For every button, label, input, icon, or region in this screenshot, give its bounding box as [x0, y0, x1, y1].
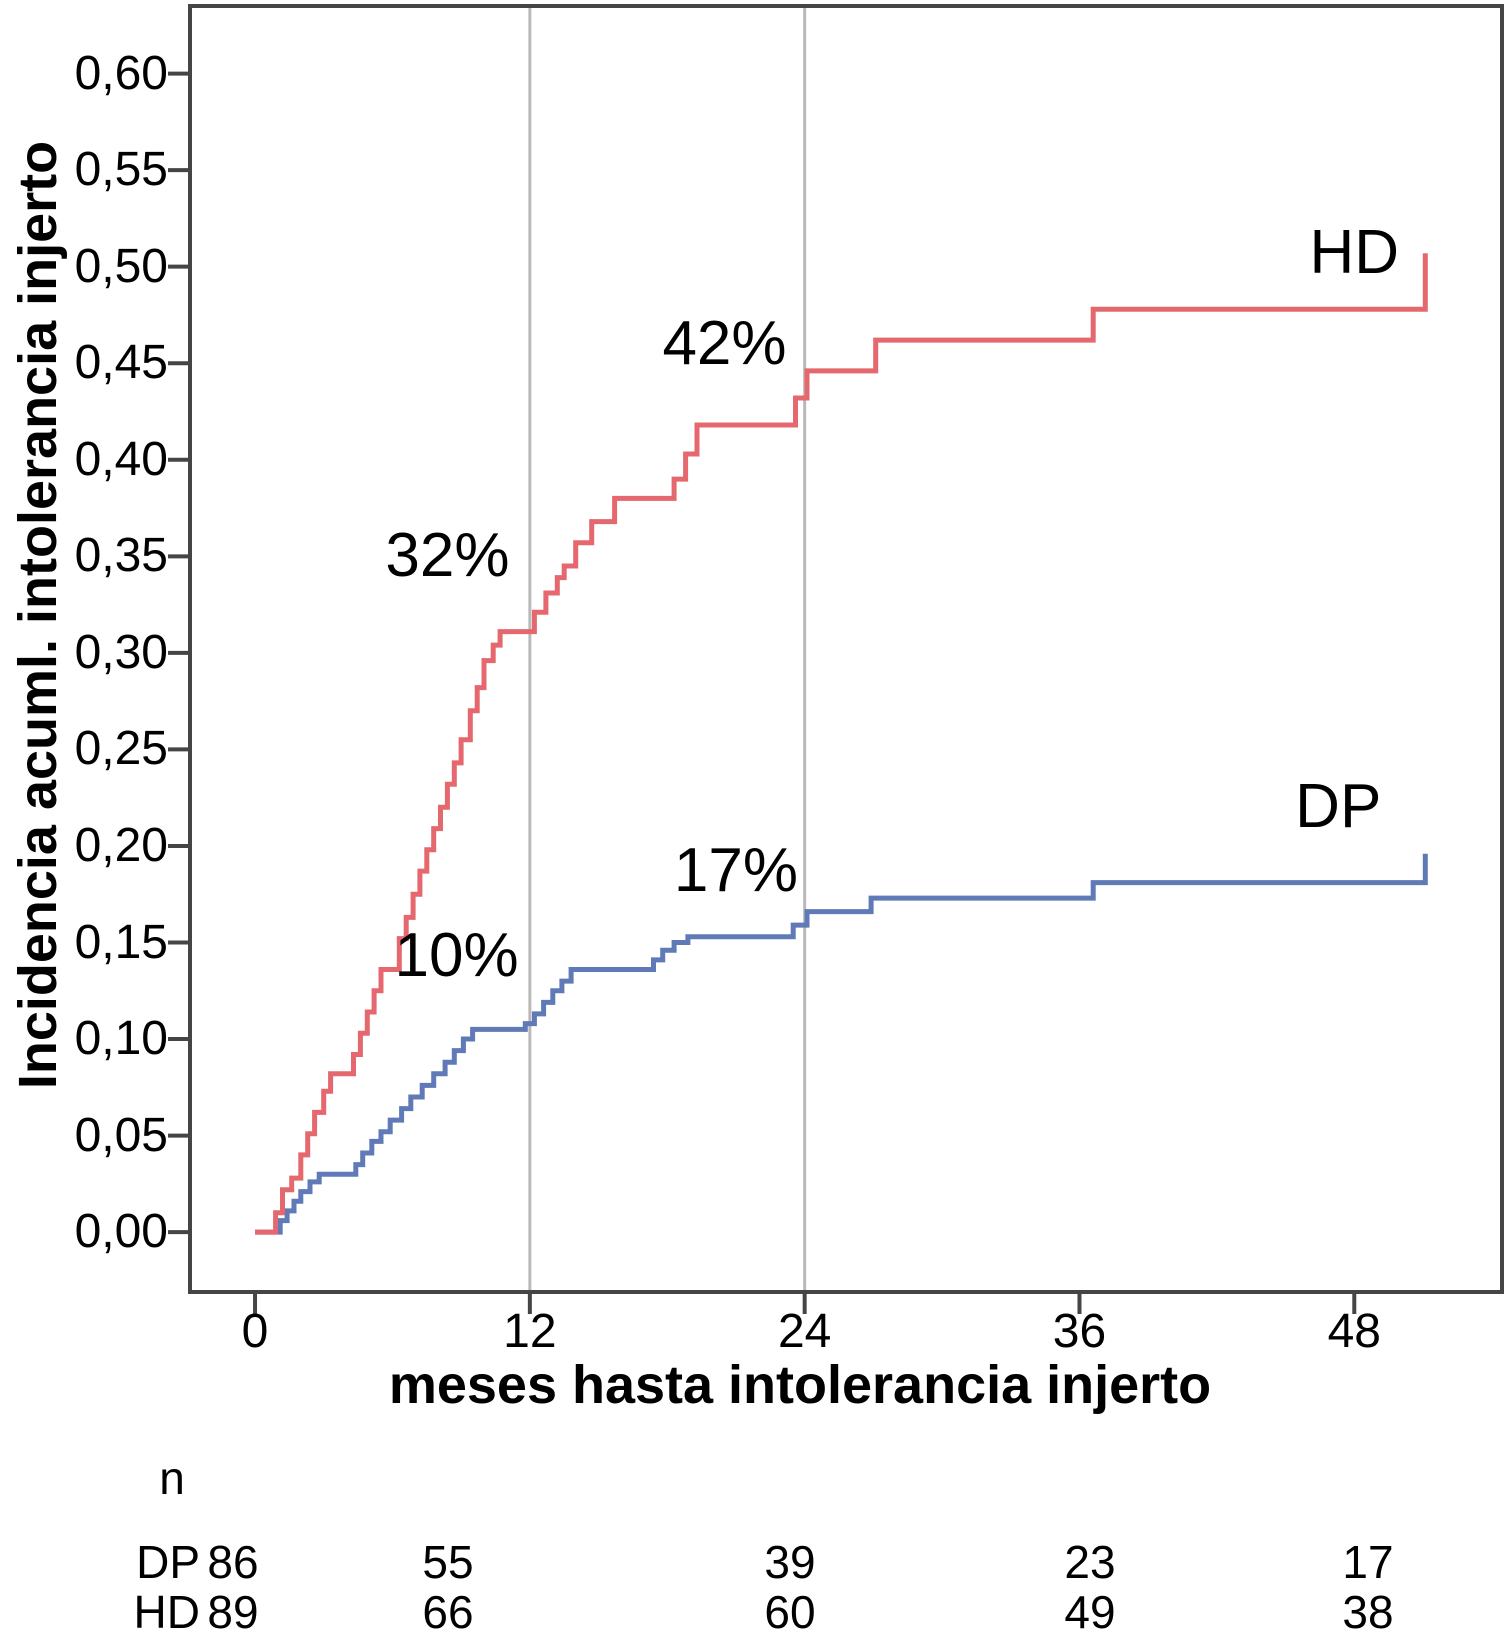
risk-row-label-hd: HD	[133, 1586, 200, 1638]
annotation-17pct: 17%	[673, 836, 798, 906]
annotation-32pct: 32%	[385, 521, 510, 591]
risk-count-hd-col0: 89	[207, 1586, 259, 1638]
y-tick-label-0,40: 0,40	[74, 432, 168, 486]
y-tick-label-0,45: 0,45	[74, 336, 168, 390]
y-tick-label-0,20: 0,20	[74, 818, 168, 872]
risk-count-dp-col4: 17	[1342, 1536, 1394, 1588]
risk-count-hd-col1: 66	[422, 1586, 474, 1638]
y-tick-label-0,55: 0,55	[74, 143, 168, 197]
risk-count-dp-col1: 55	[422, 1536, 474, 1588]
risk-count-dp-col0: 86	[207, 1536, 259, 1588]
y-tick-label-0,35: 0,35	[74, 529, 168, 583]
y-tick-label-0,10: 0,10	[74, 1012, 168, 1066]
y-tick-label-0,30: 0,30	[74, 625, 168, 679]
x-tick-label-0: 0	[241, 1305, 269, 1358]
plot-border	[188, 4, 1504, 1294]
x-tick-label-36: 36	[1052, 1305, 1107, 1358]
curve-dp	[255, 853, 1428, 1235]
x-tick-label-48: 48	[1327, 1305, 1381, 1358]
annotation-10pct: 10%	[394, 921, 519, 991]
risk-count-hd-col4: 38	[1342, 1586, 1394, 1638]
series-label-dp: DP	[1295, 772, 1382, 842]
risk-count-hd-col3: 49	[1064, 1586, 1116, 1638]
annotation-42pct: 42%	[662, 308, 787, 378]
risk-count-dp-col2: 39	[764, 1536, 816, 1588]
y-tick-label-0,25: 0,25	[74, 722, 168, 776]
x-tick-label-12: 12	[503, 1305, 557, 1358]
curve-hd	[255, 253, 1428, 1235]
x-tick-label-24: 24	[777, 1305, 832, 1358]
y-tick-label-0,15: 0,15	[74, 915, 168, 969]
series-label-hd: HD	[1309, 218, 1400, 288]
x-axis-title: meses hasta intolerancia injerto	[388, 1355, 1212, 1415]
risk-count-dp-col3: 23	[1064, 1536, 1116, 1588]
y-tick-label-0,05: 0,05	[74, 1108, 168, 1162]
risk-row-label-dp: DP	[136, 1536, 200, 1588]
risk-count-hd-col2: 60	[764, 1586, 816, 1638]
y-tick-label-0,50: 0,50	[74, 239, 168, 293]
risk-table-header-n: n	[159, 1452, 185, 1504]
y-tick-label-0,60: 0,60	[74, 46, 168, 100]
y-tick-label-0,00: 0,00	[74, 1205, 168, 1259]
